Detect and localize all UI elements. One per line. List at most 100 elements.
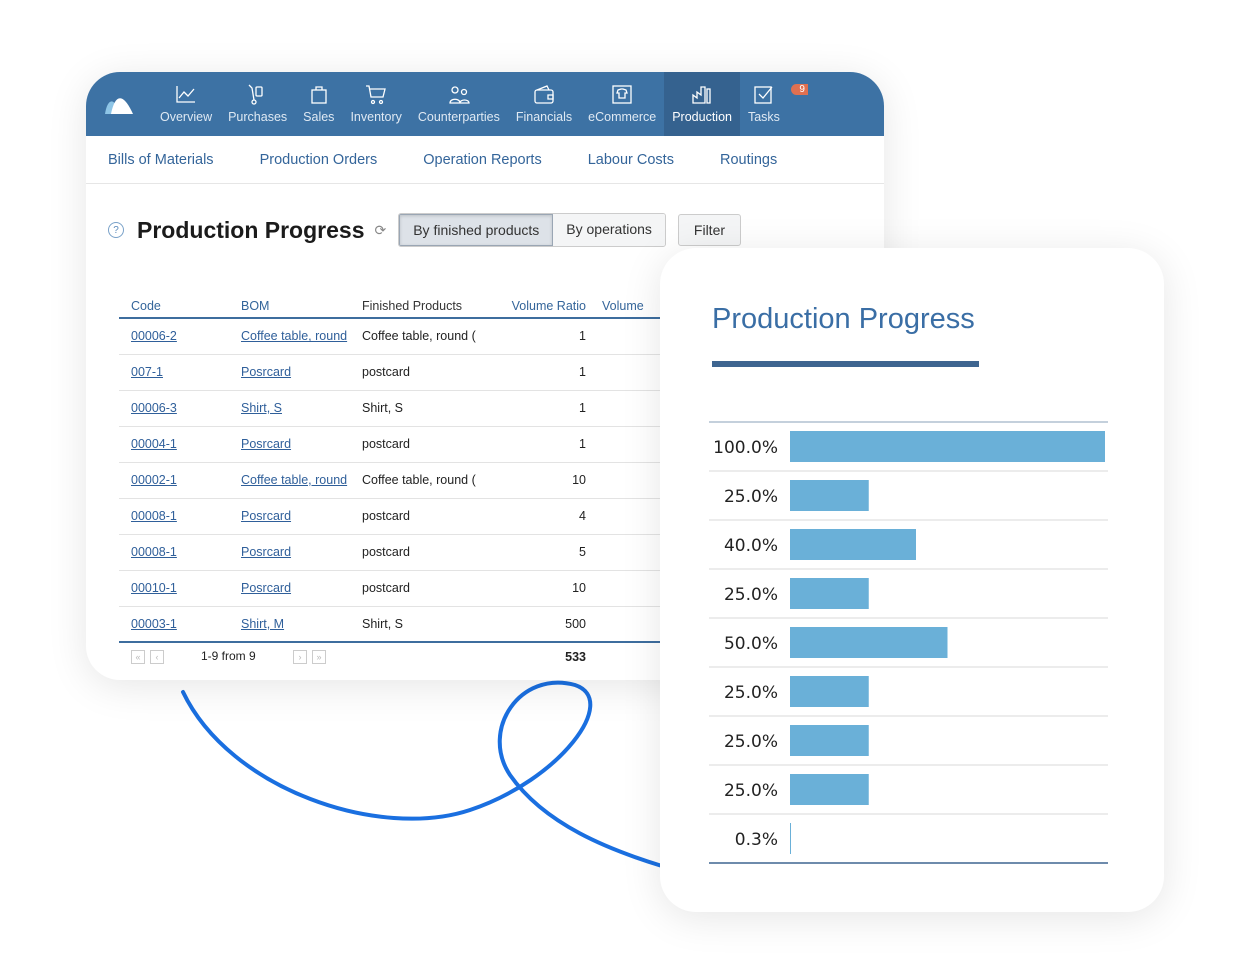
bar [790, 529, 916, 560]
code-link[interactable]: 00002-1 [131, 473, 177, 487]
volume-ratio: 5 [480, 534, 590, 571]
nav-label: Purchases [228, 110, 288, 124]
volume-ratio: 4 [480, 498, 590, 535]
next-page-button[interactable]: › [293, 650, 307, 664]
nav-sales[interactable]: Sales [295, 72, 342, 136]
table-row: 00010-1 Posrcard postcard 10 [119, 570, 679, 607]
col-finished-products[interactable]: Finished Products [350, 294, 480, 319]
subnav-routings[interactable]: Routings [719, 151, 778, 168]
bar [790, 431, 1105, 462]
bar-label: 100.0% [713, 438, 778, 458]
logo-icon[interactable] [86, 72, 152, 136]
volume-ratio: 1 [480, 426, 590, 463]
nav-purchases[interactable]: Purchases [220, 72, 295, 136]
page-title: Production Progress [137, 216, 365, 243]
nav-overview[interactable]: Overview [152, 72, 220, 136]
bar-label: 40.0% [724, 536, 778, 556]
code-link[interactable]: 00004-1 [131, 437, 177, 451]
finished-product: Coffee table, round ( [350, 318, 480, 355]
nav-tasks[interactable]: Tasks 9 [740, 72, 810, 136]
nav-label: Financials [515, 110, 573, 124]
bom-link[interactable]: Shirt, M [241, 616, 285, 631]
progress-table: Code BOM Finished Products Volume Ratio … [119, 294, 679, 670]
nav-ecommerce[interactable]: eCommerce [580, 72, 664, 136]
chart-line-icon [176, 86, 196, 103]
subnav-labour-costs[interactable]: Labour Costs [587, 151, 674, 168]
code-link[interactable]: 00006-2 [131, 329, 177, 344]
code-link[interactable]: 007-1 [131, 365, 163, 379]
hand-truck-icon [248, 84, 263, 105]
first-page-button[interactable]: « [131, 650, 145, 664]
refresh-icon[interactable]: ⟳ [374, 221, 387, 238]
nav-label: Production [672, 110, 732, 124]
nav-label: Tasks [747, 110, 780, 124]
bom-link[interactable]: Shirt, S [241, 401, 282, 415]
volume-ratio: 1 [480, 390, 590, 427]
nav-label: Overview [160, 110, 213, 124]
volume-ratio: 10 [480, 462, 590, 499]
volume-ratio: 1 [480, 318, 590, 355]
bom-link[interactable]: Posrcard [241, 509, 292, 523]
bar [790, 823, 791, 854]
code-link[interactable]: 00010-1 [131, 581, 177, 595]
bar-label: 25.0% [724, 683, 778, 703]
bar-label: 0.3% [735, 830, 778, 850]
bom-link[interactable]: Posrcard [241, 581, 292, 595]
bom-link[interactable]: Posrcard [241, 437, 292, 451]
code-link[interactable]: 00006-3 [131, 401, 177, 415]
wallet-icon [534, 85, 554, 104]
table-row: 00002-1 Coffee table, round Coffee table, … [119, 462, 679, 499]
volume-ratio: 500 [480, 606, 590, 643]
subnav-production-orders[interactable]: Production Orders [259, 151, 378, 168]
bom-link[interactable]: Posrcard [241, 545, 292, 559]
last-page-button[interactable]: » [312, 650, 326, 664]
nav-financials[interactable]: Financials [508, 72, 580, 136]
nav-inventory[interactable]: Inventory [342, 72, 409, 136]
finished-product: postcard [350, 534, 480, 571]
cart-icon [366, 85, 386, 105]
filter-button[interactable]: Filter [677, 214, 742, 246]
subnav-bills-of-materials[interactable]: Bills of Materials [108, 151, 214, 168]
bar [790, 725, 869, 756]
view-toggle: By finished products By operations [398, 213, 666, 247]
production-app-window: Overview Purchases Sales Inventory Counterpa… [86, 72, 884, 680]
bar-label: 50.0% [724, 634, 778, 654]
table-row: 007-1 Posrcard postcard 1 [119, 354, 679, 391]
bar [790, 480, 869, 511]
volume-ratio: 10 [480, 570, 590, 607]
prev-page-button[interactable]: ‹ [150, 650, 164, 664]
sub-nav: Bills of Materials Production Orders Ope… [86, 136, 884, 184]
finished-product: postcard [350, 498, 480, 535]
bom-link[interactable]: Posrcard [241, 365, 292, 379]
nav-counterparties[interactable]: Counterparties [410, 72, 508, 136]
help-icon[interactable]: ? [108, 222, 124, 238]
code-link[interactable]: 00003-1 [131, 616, 177, 631]
col-code[interactable]: Code [119, 294, 229, 319]
nav-production[interactable]: Production [664, 72, 740, 136]
progress-bar-chart: 100.0% 25.0% 40.0% 25.0% 50.0% 25.0% 25.0% 25.0… [709, 421, 1108, 864]
col-volume-ratio[interactable]: Volume Ratio [480, 294, 590, 319]
finished-product: postcard [350, 570, 480, 607]
code-link[interactable]: 00008-1 [131, 509, 177, 523]
col-bom[interactable]: BOM [229, 294, 350, 319]
finished-product: postcard [350, 426, 480, 463]
by-finished-products-button[interactable]: By finished products [399, 214, 554, 246]
bom-link[interactable]: Coffee table, round [241, 329, 348, 344]
code-link[interactable]: 00008-1 [131, 545, 177, 559]
by-operations-button[interactable]: By operations [553, 214, 665, 246]
subnav-operation-reports[interactable]: Operation Reports [423, 151, 542, 168]
bar [790, 578, 869, 609]
bar [790, 627, 948, 658]
finished-product: postcard [350, 354, 480, 391]
title-underline [712, 361, 979, 367]
finished-product: Shirt, S [350, 390, 480, 427]
chart-title: Production Progress [712, 303, 975, 335]
table-row: 00004-1 Posrcard postcard 1 [119, 426, 679, 463]
bar-label: 25.0% [724, 781, 778, 801]
bar [790, 774, 869, 805]
bom-link[interactable]: Coffee table, round [241, 473, 348, 487]
bar-label: 25.0% [724, 585, 778, 605]
pagination-info: 1-9 from 9 [201, 649, 256, 663]
